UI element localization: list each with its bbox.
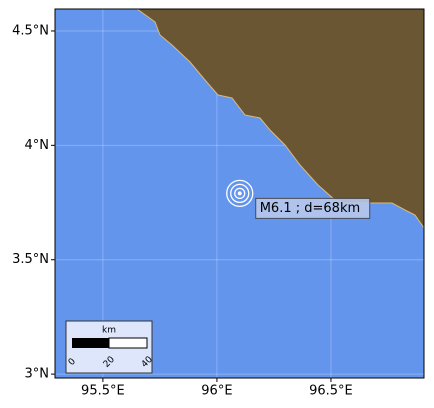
- x-tick-label: 96°E: [201, 384, 232, 399]
- y-tick-label: 3.5°N: [12, 252, 49, 267]
- y-tick-label: 4°N: [25, 138, 50, 153]
- y-tick-label: 3°N: [25, 367, 50, 382]
- scale-segment: [72, 338, 109, 348]
- x-tick-label: 96.5°E: [309, 384, 353, 399]
- epicenter-label: M6.1 ; d=68km: [260, 201, 360, 216]
- epicenter-ring: [234, 187, 246, 200]
- epicenter-ring: [230, 183, 250, 204]
- scale-segment: [108, 337, 148, 349]
- scale-bar: km 0 20 40: [65, 320, 155, 374]
- y-tick-label: 4.5°N: [12, 23, 49, 38]
- scale-label: 0: [67, 357, 78, 368]
- label-box: [255, 197, 371, 219]
- land: [136, 9, 424, 229]
- epicenter: [237, 191, 242, 196]
- frame: [54, 8, 425, 379]
- scale-unit: km: [102, 326, 116, 336]
- x-tick-label: 95.5°E: [81, 384, 125, 399]
- epicenter-ring: [226, 179, 254, 208]
